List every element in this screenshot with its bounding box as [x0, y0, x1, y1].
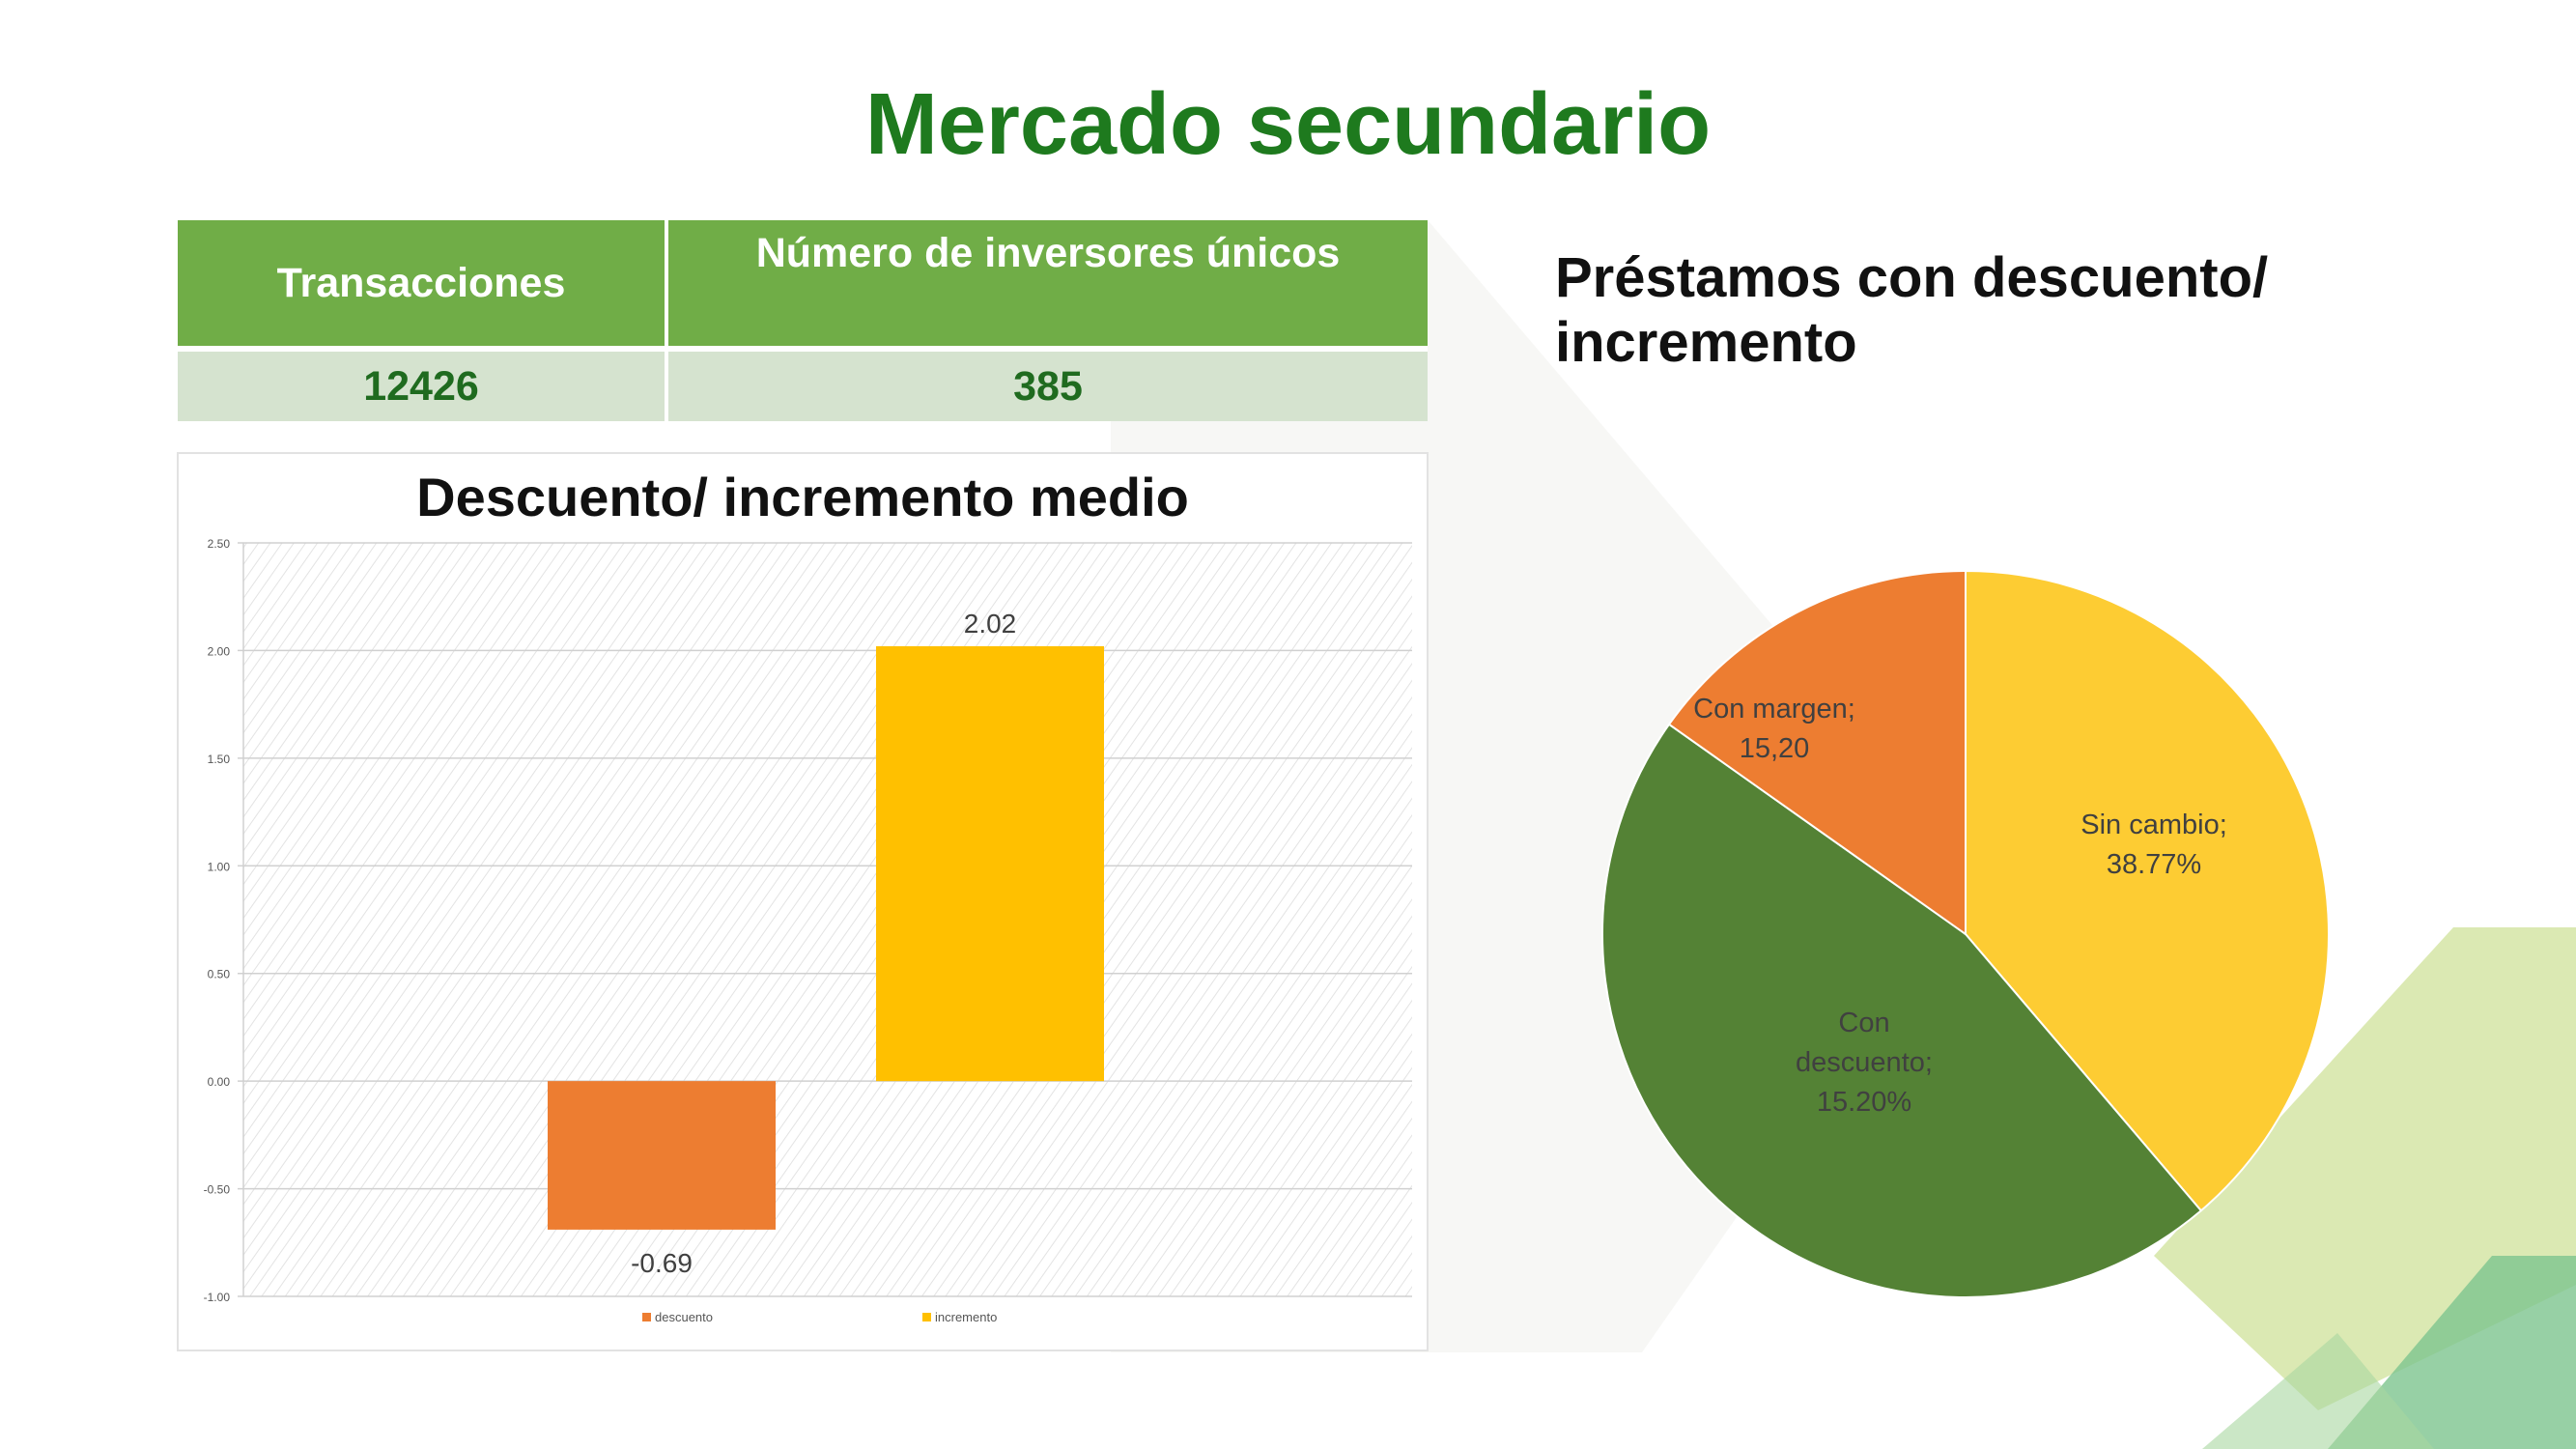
pie-chart: Sin cambio; 38.77% Con descuento; 15.20% Con …: [1601, 569, 2330, 1298]
pie-label-line: 15,20: [1740, 733, 1810, 764]
plot-area: [243, 543, 1412, 1296]
y-tick-label: 2.50: [208, 537, 231, 551]
data-label-incremento: 2.02: [964, 609, 1017, 639]
y-tick-label: 2.00: [208, 644, 231, 658]
value-inversores: 385: [668, 346, 1428, 421]
legend-swatch-descuento: [642, 1313, 651, 1321]
y-tick-label: -1.00: [204, 1291, 231, 1304]
pie-slice-con-margen: [1667, 569, 1967, 936]
y-tick-label: 0.50: [208, 968, 231, 981]
y-tick-label: 0.00: [208, 1075, 231, 1089]
header-inversores: Número de inversores únicos: [668, 220, 1428, 346]
legend-swatch-incremento: [922, 1313, 931, 1321]
slide-title: Mercado secundario: [864, 76, 1712, 173]
pie-label-con-descuento: Con descuento; 15.20%: [1796, 1008, 1933, 1118]
pie-label-line: Sin cambio;: [2081, 810, 2227, 840]
y-tick-label: 1.50: [208, 753, 231, 766]
pie-label-line: 15.20%: [1817, 1087, 1911, 1118]
bar-incremento: [876, 645, 1104, 1082]
header-transacciones: Transacciones: [178, 220, 665, 346]
pie-label-con-margen: Con margen; 15,20: [1693, 694, 1855, 764]
pie-label-line: Con margen;: [1693, 694, 1855, 724]
pie-label-line: Con: [1838, 1008, 1889, 1038]
y-tick-label: -0.50: [204, 1183, 231, 1197]
bar-chart-title: Descuento/ incremento medio: [416, 467, 1189, 527]
legend-label-descuento: descuento: [655, 1310, 713, 1324]
pie-label-line: descuento;: [1796, 1047, 1933, 1078]
stats-table: Transacciones Número de inversores único…: [174, 220, 1431, 421]
y-tick-label: 1.00: [208, 860, 231, 873]
bar-chart: 2.50 2.00 1.50 1.00 0.50 0.00 -0.50 -1.00 -0.69 2…: [204, 537, 1412, 1324]
value-transacciones: 12426: [178, 346, 665, 421]
bar-chart-container: Descuento/ incremento medio 2.50 2.00 1.50…: [177, 452, 1429, 1351]
pie-chart-title: Préstamos con descuento/ incremento: [1555, 246, 2269, 374]
pie-slice-sin-cambio: [1965, 569, 2330, 1212]
pie-label-line: 38.77%: [2107, 849, 2201, 880]
pie-label-sin-cambio: Sin cambio; 38.77%: [2081, 810, 2227, 880]
data-label-descuento: -0.69: [631, 1248, 693, 1278]
pie-slice-con-descuento: [1601, 723, 2203, 1298]
bar-descuento: [548, 1081, 776, 1230]
legend-label-incremento: incremento: [935, 1310, 997, 1324]
